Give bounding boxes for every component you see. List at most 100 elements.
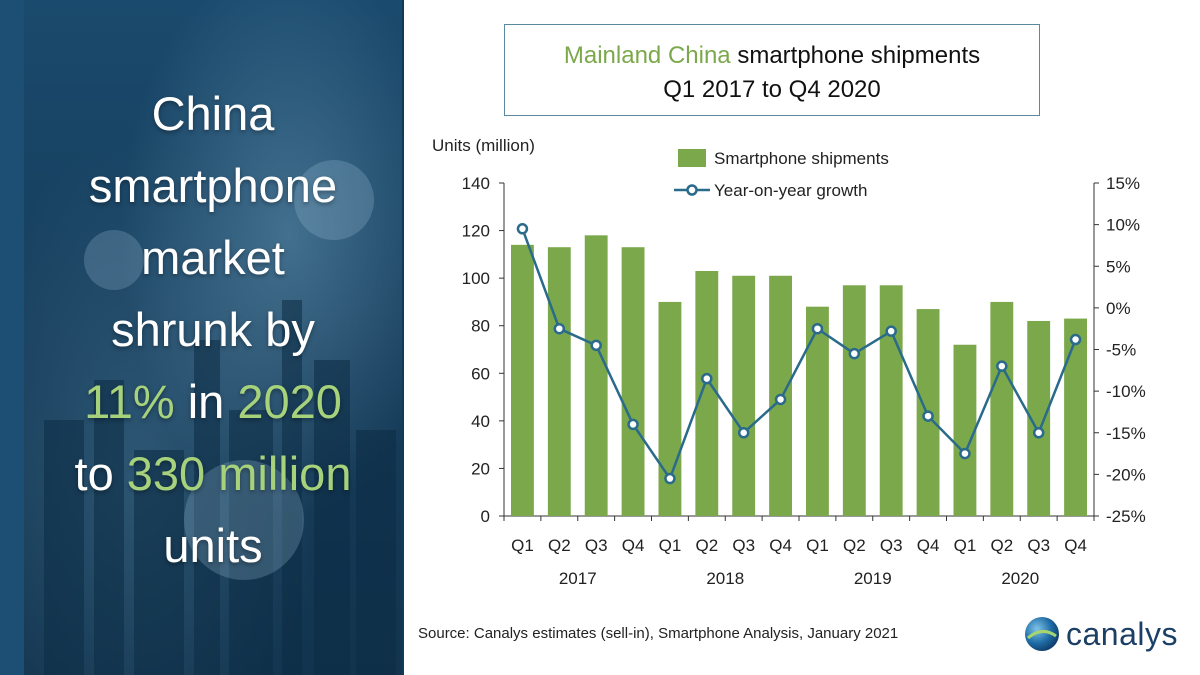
y-tick-label: 120 [462, 222, 490, 241]
source-note: Source: Canalys estimates (sell-in), Sma… [418, 625, 899, 642]
headline-line-3: market [141, 231, 285, 284]
legend-marker-growth [686, 184, 698, 196]
headline-line-2: smartphone [88, 159, 338, 212]
point-yoy-growth [627, 418, 639, 431]
x-tick-label: Q4 [917, 536, 940, 555]
point-yoy-growth [959, 447, 971, 460]
point-yoy-growth [811, 322, 824, 335]
bar-shipments [621, 247, 645, 516]
chart-title-subject: smartphone shipments [730, 42, 981, 69]
headline: China smartphone market shrunk by 11% in… [24, 78, 402, 582]
y-tick-label: 40 [471, 412, 490, 431]
headline-in: in [174, 375, 238, 428]
point-yoy-growth [590, 339, 602, 352]
point-yoy-growth [553, 322, 566, 335]
x-tick-label: Q4 [622, 536, 645, 555]
point-yoy-growth [848, 347, 861, 360]
y2-tick-label: 10% [1106, 216, 1140, 235]
headline-to: to [74, 447, 127, 500]
y2-tick-label: 15% [1106, 174, 1140, 193]
point-yoy-growth [737, 427, 750, 439]
chart-panel: Mainland China smartphone shipments Q1 2… [404, 0, 1200, 675]
bar-shipments [695, 271, 719, 516]
point-yoy-growth [774, 393, 787, 406]
y2-tick-label: -10% [1106, 382, 1146, 401]
y-tick-label: 80 [471, 317, 490, 336]
x-tick-label: Q2 [695, 536, 718, 555]
x-tick-label: Q3 [732, 536, 755, 555]
bar-shipments [547, 247, 571, 516]
bar-shipments [732, 275, 756, 516]
point-yoy-growth [664, 472, 676, 485]
bar-shipments [842, 285, 866, 516]
x-tick-label: Q2 [548, 536, 571, 555]
chart-title-box: Mainland China smartphone shipments Q1 2… [504, 24, 1040, 116]
bar-shipments [806, 306, 829, 516]
point-yoy-growth [516, 223, 529, 235]
y-tick-label: 100 [462, 269, 490, 288]
chart-title-line-2: Q1 2017 to Q4 2020 [663, 76, 881, 103]
x-tick-label: Q1 [659, 536, 682, 555]
point-yoy-growth [1069, 333, 1082, 346]
y2-tick-label: -15% [1106, 424, 1146, 443]
x-tick-label: Q1 [511, 536, 534, 555]
chart-title-region: Mainland China [563, 42, 731, 69]
globe-icon [1025, 617, 1059, 651]
legend-label-shipments: Smartphone shipments [714, 149, 889, 168]
x-tick-label: Q2 [990, 536, 1013, 555]
canalys-logo: canalys [1022, 612, 1192, 656]
x-tick-label: Q3 [585, 536, 608, 555]
headline-line-5: 11% in 2020 [24, 366, 402, 438]
bar-shipments [990, 301, 1014, 516]
y2-tick-label: 0% [1106, 299, 1131, 318]
line-yoy-growth [521, 228, 1077, 482]
legend-label-growth: Year-on-year growth [714, 181, 867, 200]
y-tick-label: 140 [462, 174, 490, 193]
y-tick-label: 0 [481, 507, 490, 526]
x-tick-label: Q2 [843, 536, 866, 555]
headline-line-7: units [163, 519, 263, 572]
x-tick-label: Q4 [769, 536, 792, 555]
bar-shipments [953, 344, 977, 516]
point-yoy-growth [885, 325, 897, 337]
bar-shipments [1064, 318, 1087, 516]
chart-title-line-1: Mainland China smartphone shipments [505, 39, 1039, 73]
x-tick-label: Q1 [806, 536, 829, 555]
y2-tick-label: -25% [1106, 507, 1146, 526]
year-label: 2018 [706, 569, 744, 588]
bar-shipments [1027, 320, 1051, 516]
point-yoy-growth [1032, 427, 1045, 439]
year-label: 2020 [1001, 569, 1039, 588]
logo-text: canalys [1066, 616, 1178, 652]
city-skyline-graphic [44, 160, 396, 675]
point-yoy-growth [701, 372, 713, 385]
city-background-panel: China smartphone market shrunk by 11% in… [24, 0, 402, 675]
point-yoy-growth [996, 360, 1008, 372]
x-tick-label: Q4 [1064, 536, 1087, 555]
y2-tick-label: 5% [1106, 257, 1131, 276]
y2-tick-label: -20% [1106, 465, 1146, 484]
y-axis-label: Units (million) [432, 136, 535, 155]
headline-line-4: shrunk by [111, 303, 315, 356]
y2-tick-label: -5% [1106, 341, 1136, 360]
headline-line-1: China [151, 87, 275, 140]
y-tick-label: 60 [471, 364, 490, 383]
bar-shipments [511, 244, 534, 517]
x-tick-label: Q1 [954, 536, 977, 555]
headline-line-6: to 330 million [24, 438, 402, 510]
bar-shipments [584, 235, 608, 517]
x-tick-label: Q3 [880, 536, 903, 555]
y-tick-label: 20 [471, 459, 490, 478]
combo-chart: 0 20 40 60 80 100 120 140 15% 10% 5% 0% -5% -10% -15% -… [432, 136, 1146, 588]
headline-percent: 11% [84, 375, 175, 428]
left-edge-strip [0, 0, 24, 675]
year-label: 2019 [854, 569, 892, 588]
headline-units-value: 330 million [126, 447, 352, 500]
x-tick-label: Q3 [1027, 536, 1050, 555]
legend-swatch-shipments [678, 149, 706, 167]
headline-year: 2020 [237, 375, 342, 428]
point-yoy-growth [922, 410, 934, 422]
year-label: 2017 [559, 569, 597, 588]
bar-shipments [879, 285, 903, 516]
